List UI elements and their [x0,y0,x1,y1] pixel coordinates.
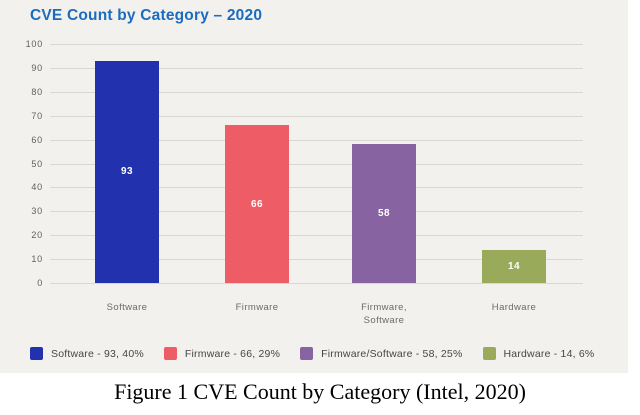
x-axis-category-label: Firmware, Software [361,302,407,326]
x-axis-category-label: Firmware [235,302,279,313]
legend-swatch-icon [300,347,314,360]
y-tick-label: 60 [31,134,43,145]
bar-value-label: 66 [250,198,264,210]
legend-item: Firmware - 66, 29% [163,347,281,360]
bar-value-label: 14 [507,260,521,272]
gridline [50,91,583,93]
legend-swatch-icon [30,347,43,360]
y-tick-label: 40 [31,182,43,193]
gridline [50,235,583,237]
y-tick-label: 20 [31,230,43,241]
gridline [50,44,583,45]
gridline [50,139,583,141]
bar-firmware-software: 58 [352,144,416,283]
legend-item: Hardware - 14, 6% [482,347,595,360]
y-tick-label: 80 [31,86,43,97]
chart-panel: CVE Count by Category – 2020 0 10 20 30 40 50… [0,0,628,373]
gridline [50,67,583,69]
legend-item: Firmware/Software - 58, 25% [300,347,462,360]
figure-caption: Figure 1 CVE Count by Category (Intel, 2… [114,379,526,404]
legend-label: Firmware/Software - 58, 25% [321,347,463,360]
y-tick-label: 0 [37,278,43,288]
legend-swatch-icon [163,347,177,360]
x-axis-category-label: Hardware [491,302,537,313]
y-axis: 0 10 20 30 40 50 60 70 80 90 100 [0,39,43,288]
legend-label: Firmware - 66, 29% [184,347,281,360]
y-tick-label: 30 [31,206,43,217]
gridline [50,115,583,117]
gridline [50,187,583,189]
bar-value-label: 93 [120,166,134,178]
gridline [50,259,583,261]
bar-hardware: 14 [482,249,546,283]
legend-swatch-icon [482,347,496,360]
plot-area: 93 66 58 14 [50,44,583,284]
legend-label: Software - 93, 40% [51,347,144,360]
bar-value-label: 58 [377,208,391,220]
gridline [50,163,583,165]
x-axis-labels: Software Firmware Firmware, Software Hardwa… [50,301,583,333]
gridline [50,211,583,213]
legend-label: Hardware - 14, 6% [503,347,595,360]
legend-item: Software - 93, 40% [30,347,144,360]
chart-title: CVE Count by Category – 2020 [30,7,263,24]
y-tick-label: 10 [31,254,43,265]
y-tick-label: 90 [31,62,43,73]
legend: Software - 93, 40% Firmware - 66, 29% Firm… [30,347,594,360]
gridline [50,283,583,284]
bar-firmware: 66 [225,125,289,283]
bar-software: 93 [95,60,159,283]
y-tick-label: 100 [25,39,43,49]
y-tick-label: 70 [31,110,43,121]
y-tick-label: 50 [31,158,43,169]
x-axis-category-label: Software [106,302,148,313]
